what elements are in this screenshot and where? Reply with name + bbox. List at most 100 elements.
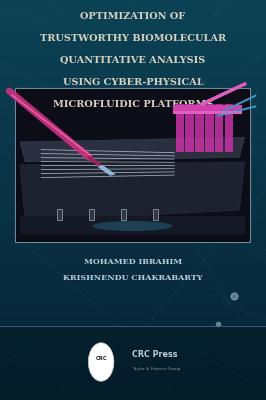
Bar [0, 90, 266, 95]
Bar [0, 300, 266, 305]
Bar [0, 326, 266, 400]
Bar [0, 135, 266, 140]
Bar [0, 395, 266, 400]
Bar [0, 65, 266, 70]
Bar [0, 165, 266, 170]
Bar [0, 265, 266, 270]
Bar [0, 140, 266, 145]
Bar [0, 315, 266, 320]
Text: MOHAMED IBRAHIM: MOHAMED IBRAHIM [84, 258, 182, 266]
Bar [173, 105, 242, 114]
Bar [0, 285, 266, 290]
Bar [0, 60, 266, 65]
Bar [0, 125, 266, 130]
Bar [0, 225, 266, 230]
Bar [0, 240, 266, 245]
Bar [0, 380, 266, 385]
Bar [0, 235, 266, 240]
Bar [0, 115, 266, 120]
Bar [0, 20, 266, 25]
Text: MICROFLUIDIC PLATFORMS: MICROFLUIDIC PLATFORMS [53, 100, 213, 109]
Circle shape [88, 343, 114, 381]
Text: TRUSTWORTHY BIOMOLECULAR: TRUSTWORTHY BIOMOLECULAR [40, 34, 226, 43]
Bar [0, 305, 266, 310]
Bar [0, 330, 266, 335]
Text: Taylor & Francis Group: Taylor & Francis Group [132, 367, 181, 371]
Bar [0, 105, 266, 110]
Bar [20, 216, 245, 234]
Bar [0, 255, 266, 260]
Text: CRC: CRC [95, 356, 107, 361]
Bar [0, 205, 266, 210]
Bar [0, 0, 266, 5]
Bar [0, 370, 266, 375]
Bar [0, 365, 266, 370]
Bar [0, 210, 266, 215]
Text: QUANTITATIVE ANALYSIS: QUANTITATIVE ANALYSIS [60, 56, 206, 65]
Bar [0, 75, 266, 80]
Polygon shape [97, 165, 116, 176]
Text: OPTIMIZATION OF: OPTIMIZATION OF [80, 12, 186, 21]
Bar [0, 5, 266, 10]
Bar [0, 120, 266, 125]
Bar [0, 355, 266, 360]
Bar [173, 111, 242, 114]
Bar [0, 250, 266, 255]
Bar [185, 104, 194, 152]
Bar [0, 35, 266, 40]
Bar [57, 209, 62, 220]
Bar [0, 390, 266, 395]
Bar [0, 335, 266, 340]
Bar [0, 80, 266, 85]
Bar [0, 150, 266, 155]
Bar [0, 145, 266, 150]
Bar [0, 270, 266, 275]
Text: KRISHNENDU CHAKRABARTY: KRISHNENDU CHAKRABARTY [63, 274, 203, 282]
Bar [0, 45, 266, 50]
Polygon shape [20, 162, 245, 222]
Bar [176, 104, 184, 152]
Text: CRC Press: CRC Press [132, 350, 178, 359]
Bar [0, 215, 266, 220]
Bar [0, 100, 266, 105]
Bar [0, 360, 266, 365]
Bar [0, 175, 266, 180]
Bar [195, 104, 204, 152]
Bar [0, 275, 266, 280]
Bar [0, 325, 266, 330]
Bar [0, 15, 266, 20]
Bar [0, 320, 266, 325]
Bar [0, 110, 266, 115]
Bar [0, 30, 266, 35]
Bar [15, 88, 250, 242]
Bar [153, 209, 158, 220]
Bar [121, 209, 126, 220]
Bar [0, 385, 266, 390]
Bar [0, 190, 266, 195]
Bar [0, 195, 266, 200]
Bar [0, 160, 266, 165]
Bar [0, 295, 266, 300]
Bar [0, 70, 266, 75]
Bar [215, 104, 223, 152]
Bar [0, 185, 266, 190]
Bar [0, 280, 266, 285]
Bar [89, 209, 94, 220]
Bar [16, 90, 249, 240]
Bar [0, 170, 266, 175]
Bar [0, 130, 266, 135]
Bar [0, 180, 266, 185]
Bar [0, 200, 266, 205]
Polygon shape [20, 137, 245, 162]
Bar [0, 50, 266, 55]
Bar [0, 350, 266, 355]
Bar [0, 85, 266, 90]
Text: USING CYBER-PHYSICAL: USING CYBER-PHYSICAL [63, 78, 203, 87]
Bar [0, 55, 266, 60]
Ellipse shape [93, 221, 172, 231]
Bar [0, 345, 266, 350]
Bar [0, 340, 266, 345]
Bar [0, 10, 266, 15]
Bar [0, 290, 266, 295]
Bar [0, 25, 266, 30]
